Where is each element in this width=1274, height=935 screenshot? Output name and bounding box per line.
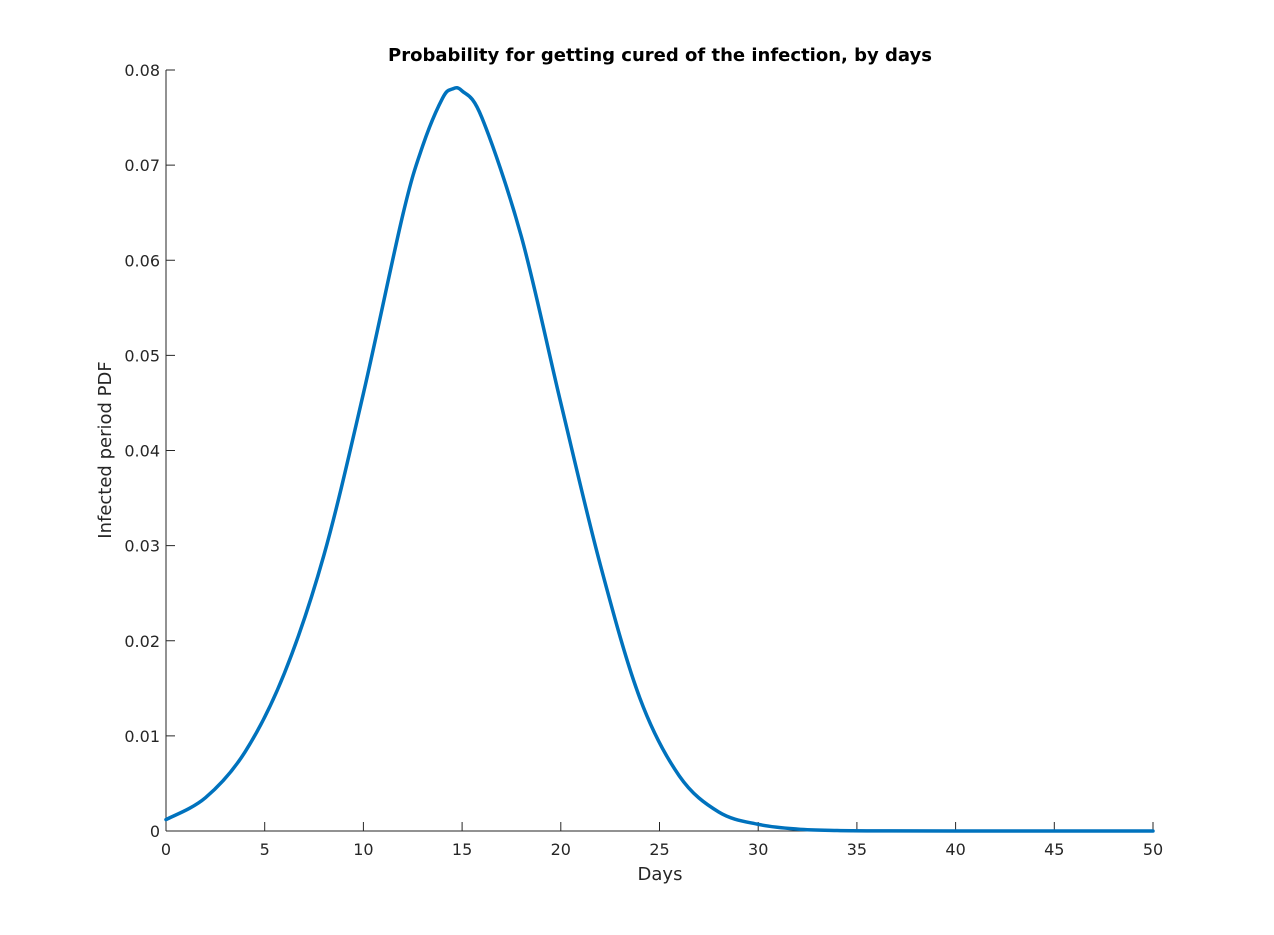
x-tick-label: 0 <box>161 840 171 859</box>
y-tick-label: 0.05 <box>124 346 160 365</box>
x-tick-label: 20 <box>551 840 571 859</box>
x-tick-label: 10 <box>353 840 373 859</box>
x-tick-label: 25 <box>649 840 669 859</box>
y-tick-label: 0.03 <box>124 537 160 556</box>
x-tick-label: 30 <box>748 840 768 859</box>
plot-area: 0 5 10 15 20 25 30 35 40 45 50 0 0.01 0.02 0.03 0.04 0.… <box>124 61 1163 859</box>
series-line <box>164 85 1155 833</box>
x-tick-label: 45 <box>1044 840 1064 859</box>
y-tick-label: 0.06 <box>124 251 160 270</box>
x-tick-label: 5 <box>260 840 270 859</box>
y-tick-label: 0.04 <box>124 442 160 461</box>
x-tick-label: 40 <box>945 840 965 859</box>
y-axis-label: Infected period PDF <box>95 361 116 538</box>
y-ticks: 0 0.01 0.02 0.03 0.04 0.05 0.06 0.07 0.08 <box>124 61 175 841</box>
y-tick-label: 0.08 <box>124 61 160 80</box>
y-tick-label: 0 <box>150 822 160 841</box>
x-tick-label: 50 <box>1143 840 1163 859</box>
x-axis-label: Days <box>638 864 683 885</box>
x-tick-label: 15 <box>452 840 472 859</box>
chart-title: Probability for getting cured of the inf… <box>388 45 932 66</box>
y-tick-label: 0.07 <box>124 156 160 175</box>
y-tick-label: 0.01 <box>124 727 160 746</box>
x-tick-label: 35 <box>847 840 867 859</box>
x-ticks: 0 5 10 15 20 25 30 35 40 45 50 <box>161 822 1163 859</box>
y-tick-label: 0.02 <box>124 632 160 651</box>
